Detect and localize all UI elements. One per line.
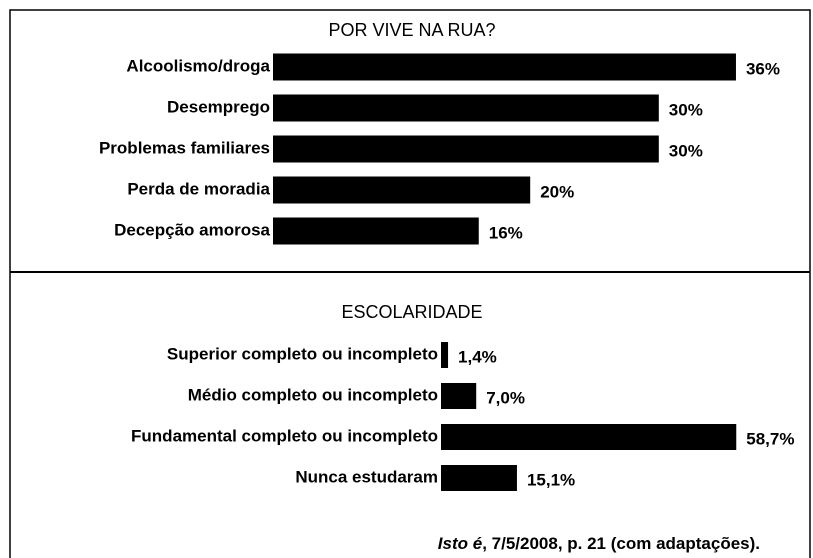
- value-label: 15,1%: [527, 470, 575, 489]
- bar: [441, 342, 449, 368]
- category-label: Perda de moradia: [127, 179, 270, 198]
- bar: [441, 465, 517, 491]
- category-label: Médio completo ou incompleto: [188, 385, 438, 404]
- value-label: 36%: [746, 59, 780, 78]
- value-label: 30%: [669, 141, 703, 160]
- category-label: Superior completo ou incompleto: [167, 344, 438, 363]
- frame: [9, 9, 811, 558]
- value-label: 1,4%: [458, 347, 497, 366]
- bar: [273, 53, 736, 81]
- value-label: 7,0%: [486, 388, 525, 407]
- bar: [441, 383, 477, 409]
- bar: [273, 135, 659, 163]
- value-label: 20%: [540, 182, 574, 201]
- value-label: 30%: [669, 100, 703, 119]
- bar: [273, 94, 659, 122]
- bar: [273, 217, 479, 245]
- category-label: Nunca estudaram: [295, 467, 438, 486]
- value-label: 16%: [489, 223, 523, 242]
- category-label: Alcoolismo/droga: [126, 56, 270, 75]
- source-publication: Isto é: [438, 534, 482, 553]
- value-label: 58,7%: [746, 429, 794, 448]
- bar: [441, 424, 737, 450]
- chart-title: POR VIVE NA RUA?: [328, 20, 495, 40]
- chart-title: ESCOLARIDADE: [341, 302, 482, 322]
- source-details: , 7/5/2008, p. 21 (com adaptações).: [482, 534, 760, 553]
- category-label: Fundamental completo ou incompleto: [131, 426, 438, 445]
- category-label: Problemas familiares: [99, 138, 270, 157]
- bar: [273, 176, 531, 204]
- category-label: Desemprego: [167, 97, 270, 116]
- source: Isto é, 7/5/2008, p. 21 (com adaptações)…: [438, 534, 760, 553]
- category-label: Decepção amorosa: [114, 220, 270, 239]
